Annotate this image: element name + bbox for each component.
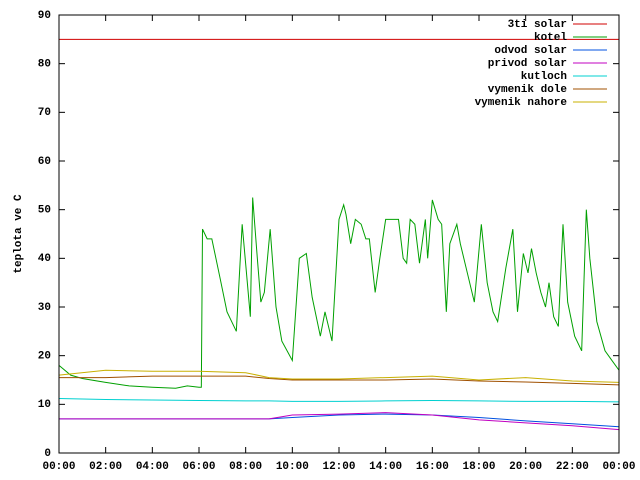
x-tick-label: 00:00 bbox=[602, 461, 635, 473]
y-tick-label: 10 bbox=[38, 399, 51, 411]
legend-label: odvod solar bbox=[494, 45, 567, 57]
x-tick-label: 18:00 bbox=[462, 461, 495, 473]
x-tick-label: 14:00 bbox=[369, 461, 402, 473]
y-tick-label: 40 bbox=[38, 253, 51, 265]
x-tick-label: 12:00 bbox=[322, 461, 355, 473]
series-line bbox=[59, 412, 620, 431]
x-tick-label: 00:00 bbox=[42, 461, 75, 473]
y-tick-label: 80 bbox=[38, 59, 51, 71]
x-tick-label: 10:00 bbox=[276, 461, 309, 473]
y-tick-label: 20 bbox=[38, 351, 51, 363]
y-tick-label: 70 bbox=[38, 107, 51, 119]
x-tick-label: 16:00 bbox=[416, 461, 449, 473]
y-tick-label: 90 bbox=[38, 10, 51, 22]
legend-label: vymenik nahore bbox=[475, 97, 568, 109]
plot-frame bbox=[58, 14, 620, 454]
series-line bbox=[59, 375, 620, 386]
x-tick-label: 02:00 bbox=[89, 461, 122, 473]
series-line bbox=[58, 369, 620, 383]
y-axis-label: teplota ve C bbox=[13, 194, 25, 274]
x-tick-label: 06:00 bbox=[182, 461, 215, 473]
x-tick-label: 20:00 bbox=[509, 461, 542, 473]
y-tick-label: 0 bbox=[44, 448, 51, 460]
legend-label: vymenik dole bbox=[488, 84, 568, 96]
series-line bbox=[58, 197, 620, 389]
y-tick-label: 60 bbox=[38, 156, 51, 168]
series-line bbox=[58, 397, 620, 403]
x-tick-label: 08:00 bbox=[229, 461, 262, 473]
y-tick-label: 30 bbox=[38, 302, 51, 314]
y-tick-label: 50 bbox=[38, 205, 51, 217]
x-tick-label: 22:00 bbox=[556, 461, 589, 473]
legend-label: kutloch bbox=[521, 71, 567, 83]
legend-label: privod solar bbox=[488, 58, 567, 70]
x-tick-label: 04:00 bbox=[136, 461, 169, 473]
legend-label: 3ti solar bbox=[508, 19, 567, 31]
legend-label: kotel bbox=[534, 32, 567, 44]
